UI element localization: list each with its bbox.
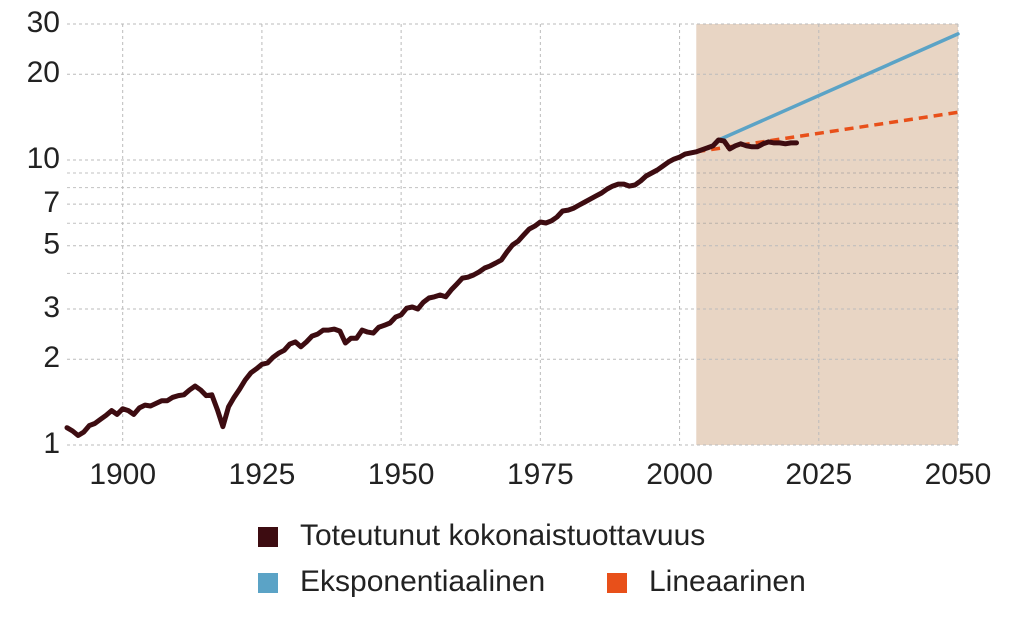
x-tick-label: 1975: [507, 458, 574, 491]
y-tick-label: 2: [43, 341, 60, 374]
legend-swatch: [258, 527, 278, 547]
x-tick-label: 2025: [785, 458, 852, 491]
y-tick-label: 30: [27, 6, 60, 39]
y-tick-label: 5: [43, 228, 60, 261]
series-line: [716, 32, 960, 142]
x-tick-label: 1900: [89, 458, 156, 491]
y-tick-label: 7: [43, 186, 60, 219]
y-tick-label: 1: [43, 427, 60, 460]
x-tick-label: 1950: [368, 458, 435, 491]
x-tick-label: 1925: [229, 458, 296, 491]
x-tick-label: 2000: [646, 458, 713, 491]
legend-label: Toteutunut kokonaistuottavuus: [300, 519, 705, 552]
y-tick-label: 3: [43, 291, 60, 324]
legend-label: Eksponentiaalinen: [300, 565, 545, 598]
y-tick-label: 10: [27, 142, 60, 175]
shaded-region: [696, 24, 958, 445]
y-tick-label: 20: [27, 56, 60, 89]
x-tick-label: 2050: [925, 458, 992, 491]
legend-swatch: [258, 573, 278, 593]
legend-label: Lineaarinen: [649, 565, 806, 598]
series-line: [64, 137, 799, 438]
legend-swatch: [607, 573, 627, 593]
